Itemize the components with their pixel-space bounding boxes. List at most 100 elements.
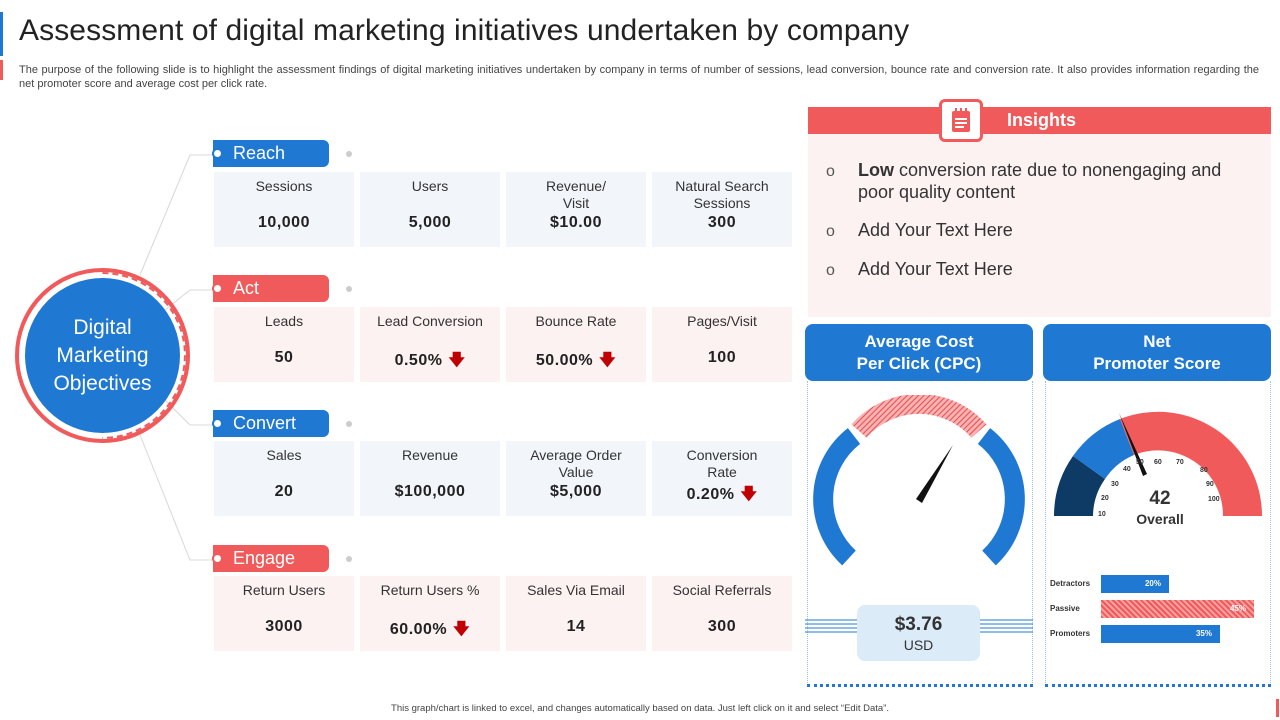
nps-arc-passive	[1073, 419, 1134, 479]
objectives-line-1: Digital	[73, 315, 132, 339]
metric-conversion-rate: Conversion Rate 0.20% 🡇	[652, 441, 792, 516]
bar-passive: 45%	[1101, 600, 1254, 618]
pill-end-dot	[346, 286, 352, 292]
cpc-title-line-1: Average Cost	[864, 332, 974, 351]
metric-label: Pages/Visit	[687, 313, 757, 329]
metric-revenue-visit: Revenue/ Visit $10.00	[506, 172, 646, 247]
insight-item-3: o Add Your Text Here	[826, 258, 1248, 282]
metric-value: 5,000	[408, 214, 452, 231]
nps-tick: 60	[1154, 459, 1162, 466]
nps-overall-label: Overall	[1136, 511, 1184, 527]
metric-pages-visit: Pages/Visit 100	[652, 307, 792, 382]
metric-bounce-rate: Bounce Rate 50.00% 🡇	[506, 307, 646, 382]
insight-item-1: o Low conversion rate due to nonengaging …	[826, 159, 1248, 203]
metric-revenue: Revenue $100,000	[360, 441, 500, 516]
metric-value: 50	[274, 349, 294, 366]
metric-label: Sales	[266, 447, 302, 463]
section-pill-act: Act	[212, 275, 329, 302]
nps-score: 42	[1149, 488, 1171, 509]
nps-title-line-2: Promoter Score	[1093, 354, 1221, 373]
metric-return-users: Return Users 3000	[214, 576, 354, 651]
metric-label: Users	[411, 178, 449, 194]
bar-promoters: 35%	[1101, 625, 1220, 643]
down-arrow-icon: 🡇	[453, 621, 471, 638]
page-title: Assessment of digital marketing initiati…	[19, 14, 910, 47]
gauge-arc-left	[813, 428, 861, 566]
metric-natural-search: Natural Search Sessions 300	[652, 172, 792, 247]
nps-tick: 80	[1200, 467, 1208, 474]
gauge-arc-right	[977, 428, 1025, 566]
metric-label: Sales Via Email	[527, 582, 625, 598]
nps-title-line-1: Net	[1143, 332, 1171, 351]
section-label-reach: Reach	[233, 143, 286, 163]
metric-label: Natural Search Sessions	[675, 178, 769, 211]
nps-tick: 20	[1101, 495, 1109, 502]
notepad-icon	[939, 99, 983, 142]
pill-end-dot	[346, 556, 352, 562]
metric-label: Leads	[264, 313, 304, 329]
pill-dot	[212, 418, 223, 429]
nps-arc-promoters	[1120, 411, 1263, 516]
pill-end-dot	[346, 421, 352, 427]
subtitle-accent	[0, 60, 3, 80]
section-label-engage: Engage	[233, 548, 296, 568]
nps-tick: 70	[1176, 459, 1184, 466]
metric-label: Revenue/ Visit	[546, 178, 606, 211]
insights-header-bar	[808, 107, 1271, 134]
insight-text: conversion rate due to nonengaging and p…	[858, 160, 1222, 202]
section-label-convert: Convert	[233, 413, 297, 433]
down-arrow-icon: 🡇	[740, 486, 758, 503]
pill-dot	[212, 148, 223, 159]
connector-lines	[139, 154, 213, 561]
metric-value: 50.00%	[535, 352, 594, 369]
pill-dot	[212, 283, 223, 294]
metric-value: 14	[566, 618, 586, 635]
metric-value: 20	[274, 483, 294, 500]
nps-tick: 100	[1208, 496, 1220, 503]
title-accent	[0, 12, 8, 56]
insight-bold: Low	[858, 160, 894, 180]
bar-detractors: 20%	[1101, 575, 1169, 593]
nps-bottom-border	[1045, 684, 1271, 687]
section-pill-reach: Reach	[212, 140, 329, 167]
bullet-icon: o	[826, 262, 835, 279]
metric-sales: Sales 20	[214, 441, 354, 516]
gauge-needle	[916, 445, 953, 503]
down-arrow-icon: 🡇	[599, 352, 617, 369]
metric-label: Return Users %	[380, 582, 480, 598]
objectives-circle: Digital Marketing Objectives	[25, 278, 180, 433]
cpc-gauge	[805, 395, 1033, 633]
nps-header: Net Promoter Score	[1043, 324, 1271, 381]
metric-leads: Leads 50	[214, 307, 354, 382]
cpc-value: $3.76	[894, 614, 943, 635]
nps-tick: 10	[1098, 511, 1106, 518]
nps-tick: 30	[1111, 481, 1119, 488]
metric-label: Average Order Value	[530, 447, 622, 480]
metric-value: 60.00%	[389, 621, 448, 638]
bar-label-passive: Passive	[1050, 604, 1080, 613]
metric-value: 100	[707, 349, 737, 366]
down-arrow-icon: 🡇	[448, 352, 466, 369]
metric-value: 3000	[265, 618, 303, 635]
metric-value: $5,000	[550, 483, 602, 500]
objectives-line-2: Marketing	[56, 343, 149, 367]
bullet-icon: o	[826, 223, 835, 240]
cpc-unit: USD	[903, 637, 934, 653]
nps-body	[1045, 381, 1271, 685]
section-pill-convert: Convert	[212, 410, 329, 437]
insights-panel	[808, 107, 1271, 317]
metric-value: $100,000	[394, 483, 466, 500]
metric-social-referrals: Social Referrals 300	[652, 576, 792, 651]
metric-value: 300	[707, 618, 737, 635]
metric-value: 10,000	[258, 214, 310, 231]
nps-tick: 90	[1206, 481, 1214, 488]
cpc-bottom-border	[807, 684, 1033, 687]
metric-label: Revenue	[401, 447, 459, 463]
nps-needle	[1119, 413, 1147, 476]
bar-label-detractors: Detractors	[1050, 579, 1091, 588]
metric-value: 300	[707, 214, 737, 231]
metric-return-users-pct: Return Users % 60.00% 🡇	[360, 576, 500, 651]
insight-text: Add Your Text Here	[858, 259, 1013, 279]
metric-label: Return Users	[242, 582, 326, 598]
metric-users: Users 5,000	[360, 172, 500, 247]
